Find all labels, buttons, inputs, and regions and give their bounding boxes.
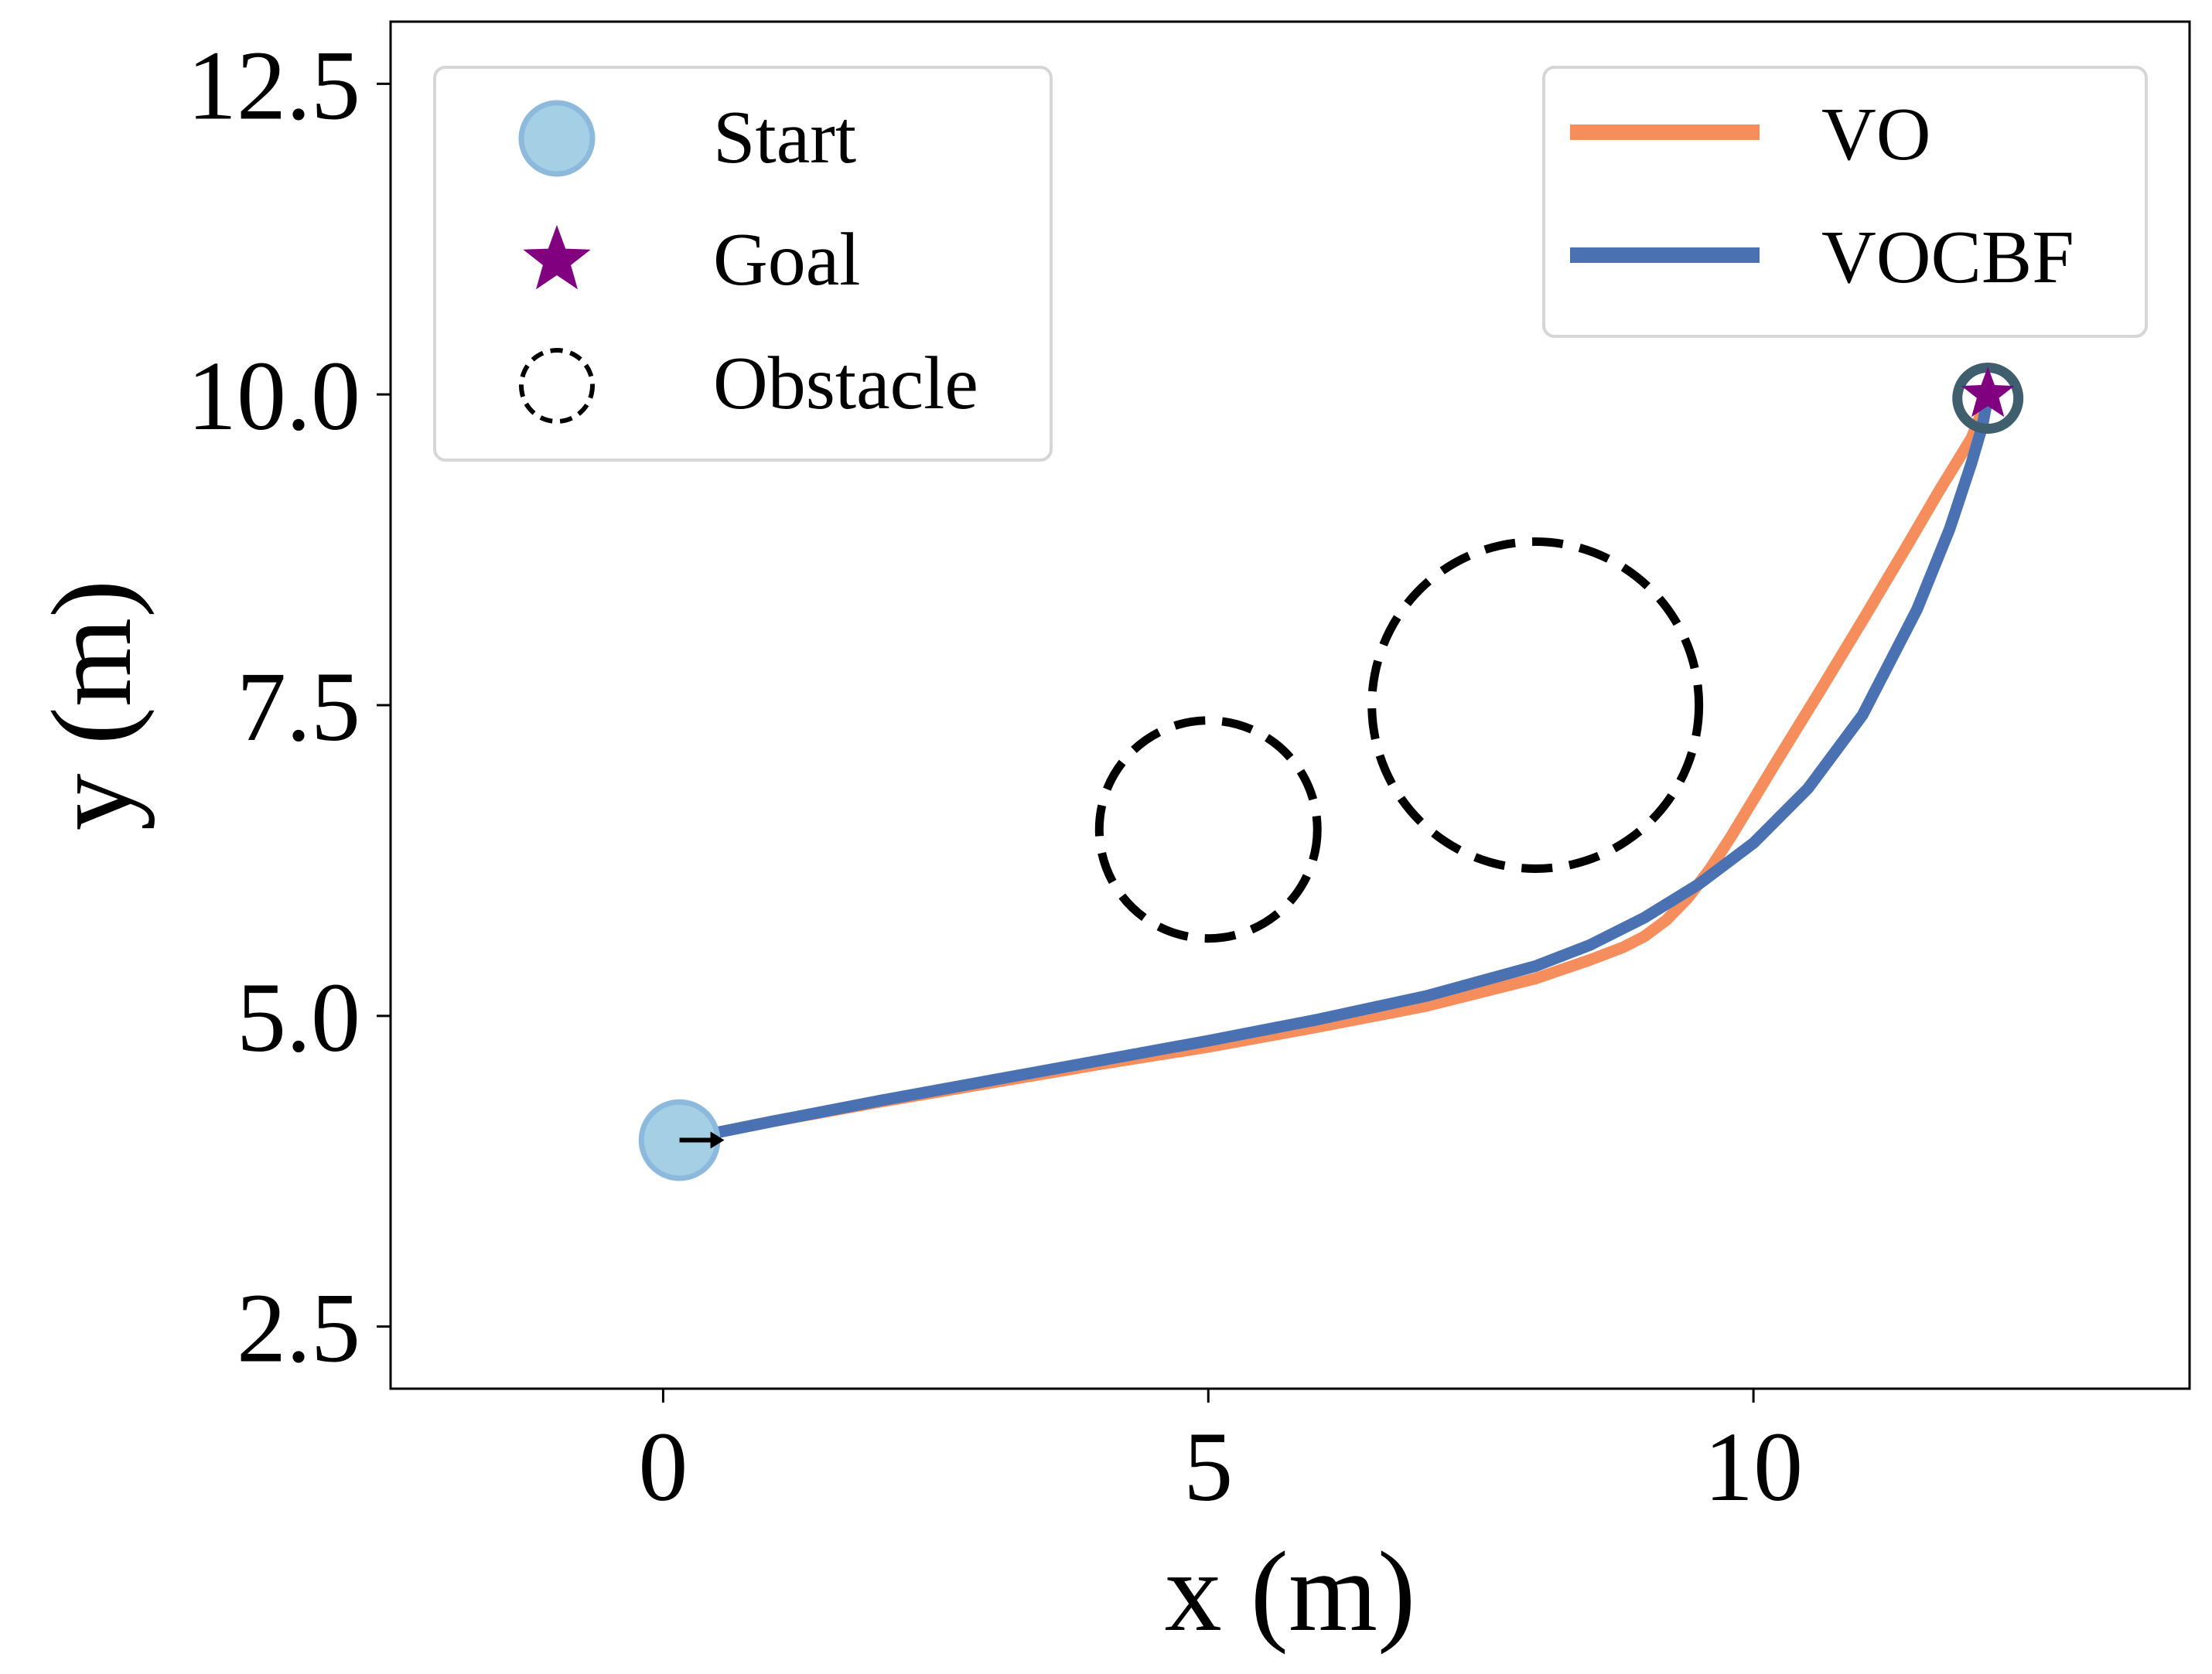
y-tick-label: 2.5: [237, 1273, 360, 1383]
plot-area: [638, 363, 2024, 1181]
x-tick-label: 0: [638, 1412, 688, 1522]
x-axis-label: x (m): [1165, 1529, 1416, 1655]
line-legend: VO VOCBF: [1542, 66, 2148, 338]
series-line-vocbf: [674, 390, 1994, 1146]
vo-legend-label: VO: [1821, 93, 1931, 176]
marker-legend-frame: [433, 66, 1053, 462]
obstacle-legend-label: Obstacle: [713, 342, 978, 425]
y-tick-label: 5.0: [237, 963, 360, 1072]
obstacle-legend-icon: [519, 348, 595, 424]
start-heading-arrowhead: [710, 1131, 725, 1149]
y-tick-label: 7.5: [237, 652, 360, 762]
vocbf-legend-label: VOCBF: [1821, 216, 2074, 299]
goal-legend-label: Goal: [713, 218, 861, 302]
x-tick-label: 10: [1704, 1412, 1803, 1522]
series-line-vo: [674, 390, 1994, 1146]
y-tick-label: 10.0: [187, 341, 360, 451]
obstacle-1: [1094, 716, 1322, 943]
start-legend-icon: [518, 100, 596, 177]
y-axis-label: y (m): [29, 580, 155, 831]
y-tick-label: 12.5: [187, 30, 360, 140]
goal-legend-icon: [523, 225, 591, 290]
y-axis: 2.5 5.0 7.5 10.0 12.5: [187, 30, 391, 1383]
x-tick-label: 5: [1183, 1412, 1233, 1522]
start-legend-label: Start: [713, 96, 856, 179]
obstacle-2: [1367, 537, 1704, 873]
goal-marker: [1961, 367, 2015, 418]
x-axis: 0 5 10: [638, 1389, 1803, 1522]
marker-legend: Start Goal Obstacle: [433, 66, 1053, 462]
